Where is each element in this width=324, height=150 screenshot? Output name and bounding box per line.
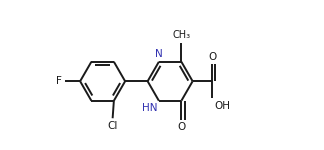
Text: O: O (208, 52, 216, 62)
Text: CH₃: CH₃ (172, 30, 191, 40)
Text: Cl: Cl (108, 121, 118, 131)
Text: O: O (177, 122, 186, 132)
Text: F: F (56, 76, 62, 86)
Text: N: N (155, 49, 163, 59)
Text: HN: HN (142, 103, 157, 113)
Text: OH: OH (214, 101, 230, 111)
